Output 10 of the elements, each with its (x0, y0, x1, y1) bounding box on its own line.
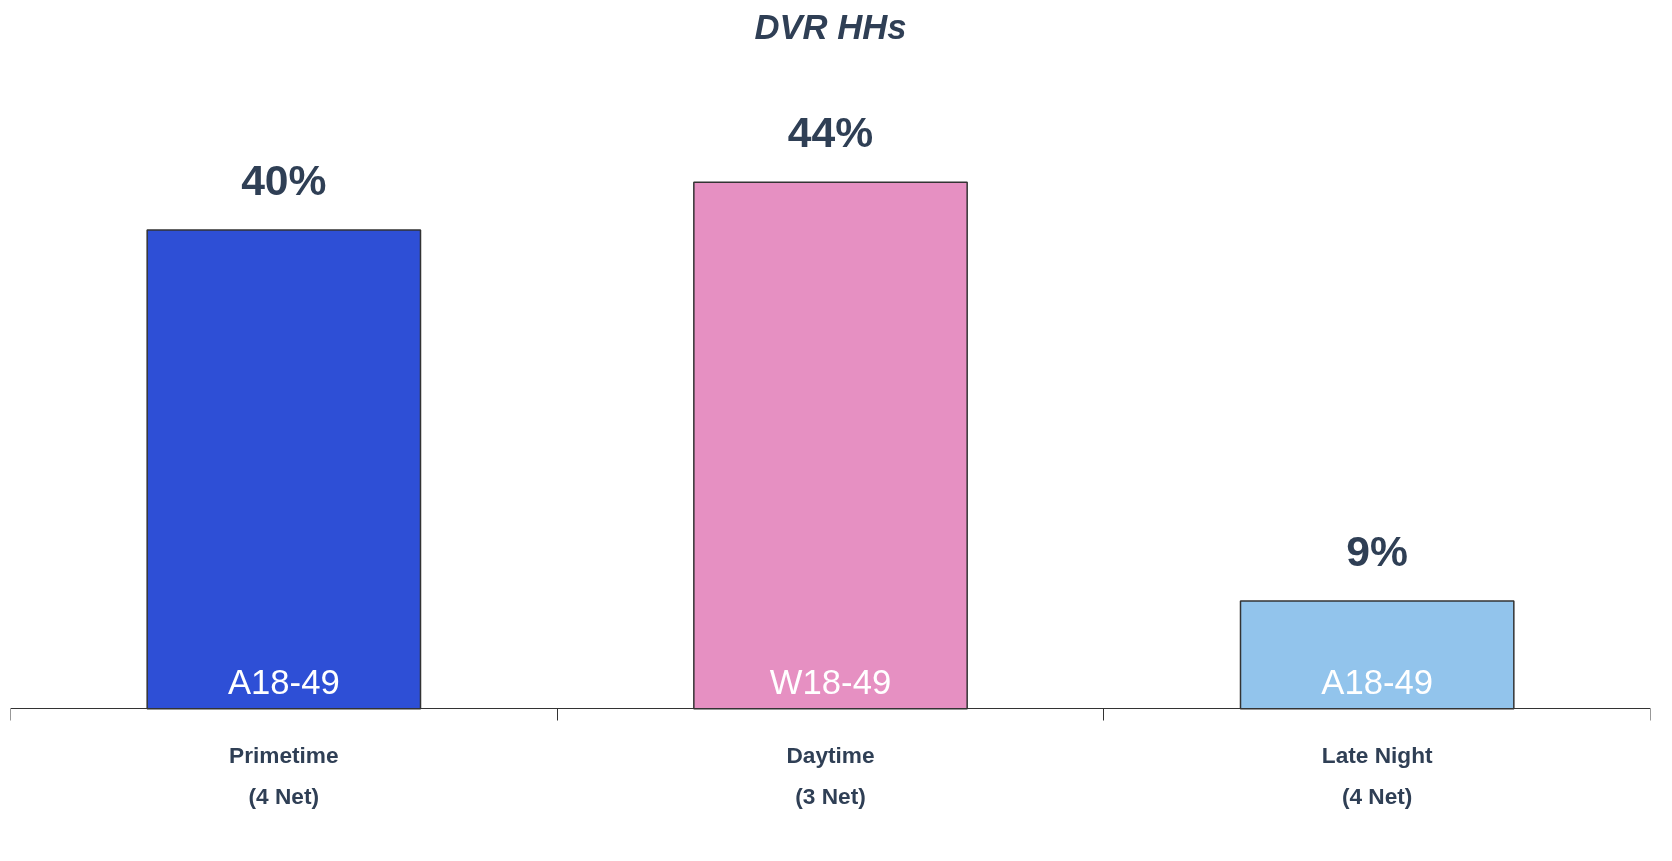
x-tick-label: Primetime (4 Net) (229, 741, 339, 810)
data-label: 40% (241, 155, 327, 204)
data-label: 44% (787, 107, 874, 156)
x-tick-label: Late Night (4 Net) (1321, 741, 1433, 810)
annotation: W18-49 (769, 662, 892, 701)
x-tick-label: Daytime (3 Net) (786, 741, 875, 810)
chart-title: DVR HHs (754, 7, 907, 46)
annotation: A18-49 (227, 662, 340, 701)
annotation: A18-49 (1321, 662, 1434, 701)
data-label: 9% (1346, 526, 1408, 575)
